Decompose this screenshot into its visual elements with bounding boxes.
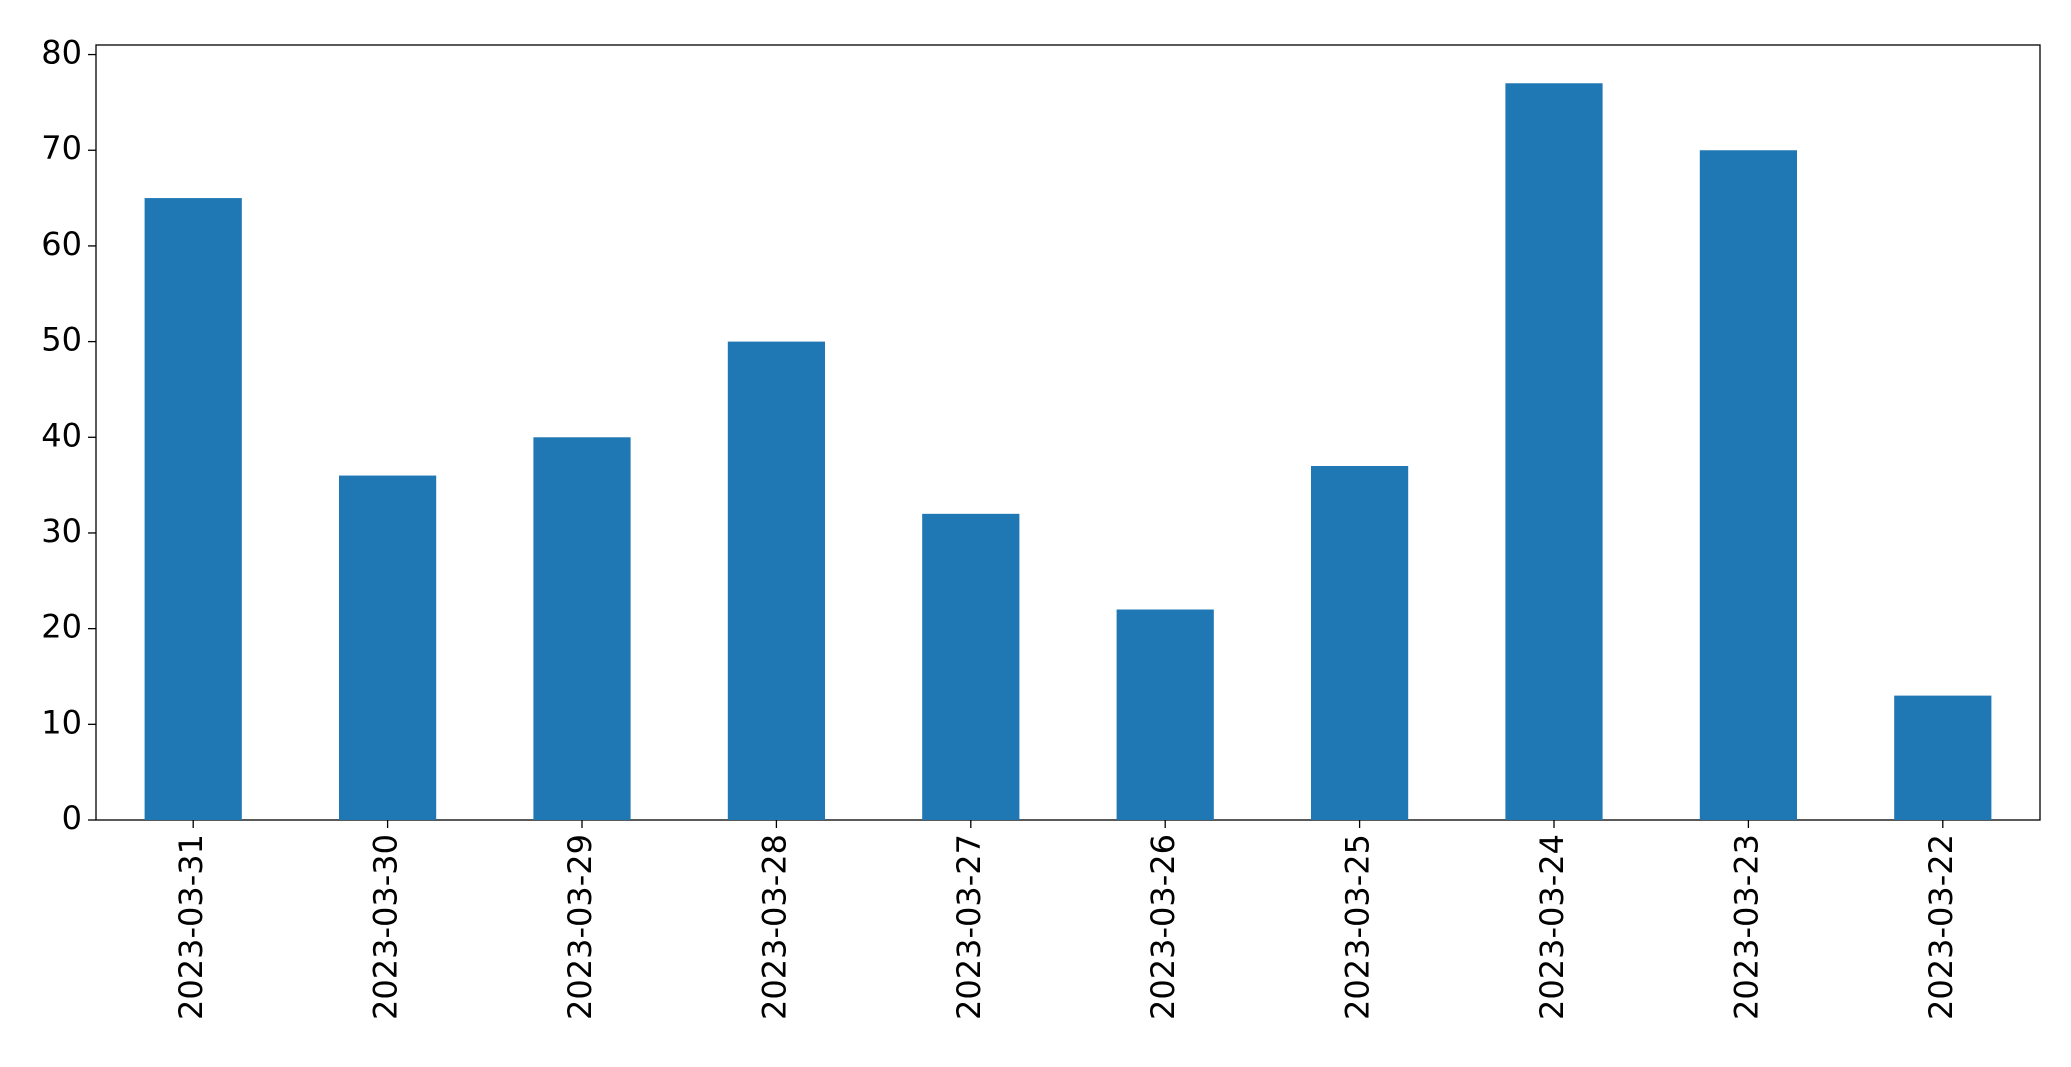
bar <box>1116 609 1214 820</box>
plot-frame <box>95 44 2041 821</box>
x-tick-label: 2023-03-26 <box>1144 834 1182 1020</box>
y-tick-label: 10 <box>41 703 82 741</box>
bar <box>339 475 437 820</box>
bar <box>727 341 825 820</box>
x-tick-label: 2023-03-30 <box>367 834 405 1020</box>
x-tick-label: 2023-03-24 <box>1533 834 1571 1020</box>
bar <box>1699 150 1797 820</box>
y-tick-label: 30 <box>41 512 82 550</box>
x-tick-label: 2023-03-25 <box>1339 834 1377 1020</box>
x-tick-label: 2023-03-28 <box>755 834 793 1020</box>
bar <box>533 437 631 820</box>
x-tick-label: 2023-03-31 <box>172 834 210 1020</box>
bar <box>1894 695 1992 820</box>
y-tick-label: 20 <box>41 608 82 646</box>
x-tick-label: 2023-03-27 <box>950 834 988 1020</box>
y-tick-label: 60 <box>41 225 82 263</box>
y-tick-label: 80 <box>41 34 82 72</box>
bar <box>144 198 242 820</box>
y-tick-label: 70 <box>41 129 82 167</box>
bar <box>1311 465 1409 820</box>
x-tick-label: 2023-03-23 <box>1727 834 1765 1020</box>
x-tick-label: 2023-03-29 <box>561 834 599 1020</box>
y-tick-label: 0 <box>62 799 82 837</box>
y-tick-label: 40 <box>41 416 82 454</box>
x-tick-label: 2023-03-22 <box>1922 834 1960 1020</box>
y-tick-label: 50 <box>41 321 82 359</box>
bar <box>922 513 1020 820</box>
bar <box>1505 83 1603 820</box>
